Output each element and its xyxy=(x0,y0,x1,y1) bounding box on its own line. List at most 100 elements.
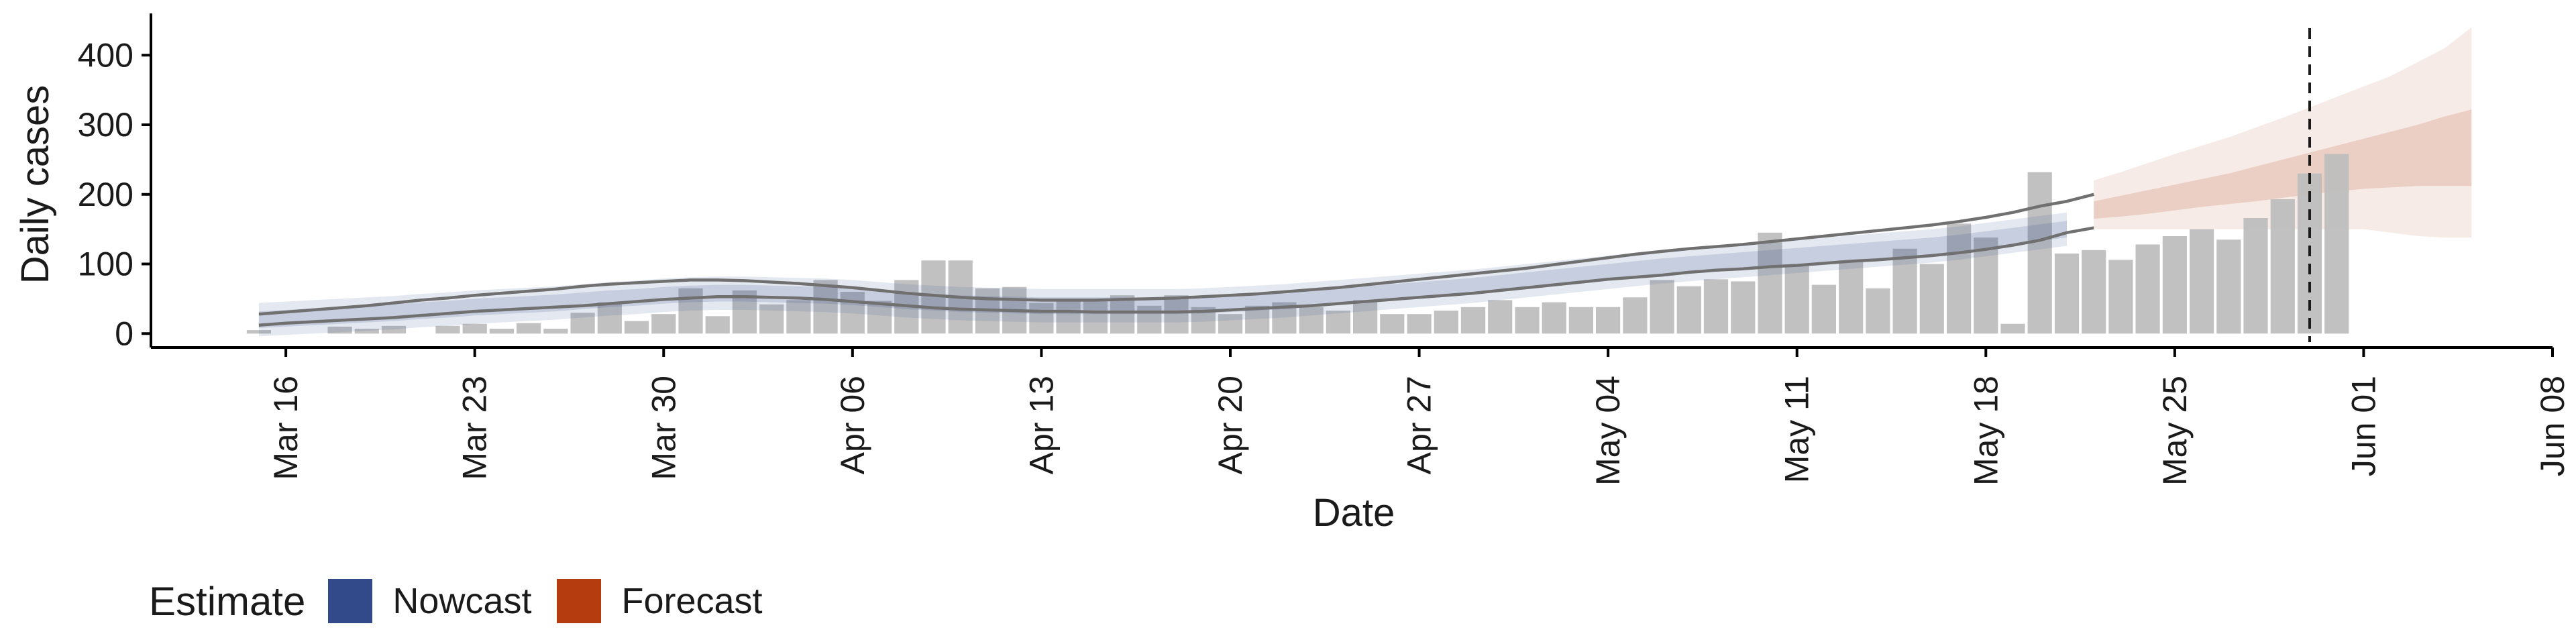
case-bar xyxy=(2243,218,2268,334)
y-tick-label: 300 xyxy=(78,106,133,144)
case-bar xyxy=(678,288,703,334)
case-bar xyxy=(1299,307,1324,334)
forecast-inner-band-group xyxy=(2094,109,2472,219)
case-bar xyxy=(705,316,730,334)
forecast-inner-band xyxy=(2094,109,2472,219)
case-bar xyxy=(651,314,676,334)
case-bar xyxy=(2270,199,2295,334)
x-tick-label: Apr 20 xyxy=(1212,376,1249,474)
case-bar xyxy=(1029,303,1054,334)
case-bar xyxy=(1407,314,1432,334)
forecast-outer-band xyxy=(2094,27,2472,238)
case-bar xyxy=(2000,323,2025,334)
case-bar xyxy=(246,330,271,334)
legend: Estimate Nowcast Forecast xyxy=(149,574,788,628)
case-bar xyxy=(1596,307,1621,334)
case-bar xyxy=(597,302,622,334)
case-bar xyxy=(381,325,407,334)
case-bar xyxy=(2324,154,2349,334)
case-bar xyxy=(1380,314,1405,334)
case-bar xyxy=(1434,311,1458,334)
case-bar xyxy=(2082,250,2106,334)
case-bar xyxy=(1811,284,1836,334)
case-bar xyxy=(1164,295,1189,334)
case-bar xyxy=(1892,248,1917,334)
case-bar xyxy=(1947,223,1972,334)
bound-lines-group xyxy=(258,193,2094,327)
y-tick-label: 0 xyxy=(115,315,133,352)
case-bar xyxy=(1353,300,1378,334)
legend-item-forecast: Forecast xyxy=(557,579,763,623)
case-bar xyxy=(867,301,892,334)
y-axis-title: Daily cases xyxy=(13,85,57,284)
legend-item-nowcast: Nowcast xyxy=(328,579,531,623)
case-bar xyxy=(1110,295,1135,334)
x-tick-label: May 04 xyxy=(1589,376,1627,486)
case-bar xyxy=(2135,244,2160,334)
case-bar xyxy=(1866,288,1890,334)
nowcast-bands-group xyxy=(258,212,2068,337)
case-bar xyxy=(1676,286,1701,334)
case-bar xyxy=(1488,300,1513,334)
case-bar xyxy=(624,321,649,334)
case-bar xyxy=(1731,281,1756,334)
case-bar xyxy=(2108,260,2133,334)
plot-area xyxy=(246,27,2472,342)
x-tick-label: Jun 08 xyxy=(2534,376,2571,476)
case-bar xyxy=(1056,300,1081,334)
case-bar xyxy=(1326,311,1350,334)
case-bar xyxy=(543,329,568,334)
case-bar xyxy=(1460,307,1486,334)
x-tick-label: Apr 13 xyxy=(1022,376,1060,474)
legend-label-nowcast: Nowcast xyxy=(392,581,532,621)
axes: 0 100 200 300 400 Mar 16 Mar 23 Mar 30 Apr 06 Apr… xyxy=(78,13,2571,486)
case-bar xyxy=(813,280,838,334)
x-tick-label: May 18 xyxy=(1967,376,2004,486)
x-tick-label: Apr 06 xyxy=(834,376,871,474)
y-tick-label: 400 xyxy=(78,36,133,74)
legend-label-forecast: Forecast xyxy=(621,581,763,621)
nowcast-outer-band xyxy=(258,212,2068,337)
case-bar xyxy=(435,325,460,334)
case-bar xyxy=(462,323,487,334)
case-bar xyxy=(1919,264,1944,334)
case-bar xyxy=(2054,253,2080,334)
case-bar xyxy=(354,329,379,334)
case-bar xyxy=(1137,305,1162,334)
legend-key-nowcast xyxy=(328,579,373,623)
case-bar xyxy=(759,304,784,334)
bound-line-lower xyxy=(258,226,2094,327)
case-bar xyxy=(327,326,352,334)
x-tick-label: May 25 xyxy=(2156,376,2194,486)
x-tick-label: Mar 16 xyxy=(267,376,305,480)
case-bar xyxy=(2216,239,2241,334)
case-bar xyxy=(1623,297,1648,334)
case-bar xyxy=(1839,260,1864,334)
nowcast-inner-band xyxy=(258,221,2068,328)
y-tick-label: 200 xyxy=(78,176,133,213)
case-bar xyxy=(1974,237,1998,334)
case-bar xyxy=(517,323,541,334)
legend-key-forecast xyxy=(557,579,602,623)
case-bar xyxy=(1218,314,1243,334)
x-tick-label: Apr 27 xyxy=(1401,376,1438,474)
y-tick-label: 100 xyxy=(78,246,133,283)
case-bar xyxy=(2162,236,2187,334)
case-bar xyxy=(1650,280,1674,334)
case-bar xyxy=(1542,302,1566,334)
case-bar xyxy=(1515,307,1540,334)
x-tick-label: May 11 xyxy=(1778,376,1816,483)
case-bar xyxy=(2190,229,2214,334)
case-bar xyxy=(489,329,514,334)
bound-line-upper xyxy=(258,193,2094,316)
case-bar xyxy=(1568,307,1593,334)
case-bar xyxy=(840,292,865,334)
case-bar xyxy=(570,313,595,334)
case-bar xyxy=(1784,266,1809,334)
x-axis-title: Date xyxy=(1313,491,1395,535)
case-bar xyxy=(786,300,811,334)
x-tick-label: Jun 01 xyxy=(2345,376,2382,476)
forecast-outer-band-group xyxy=(2094,27,2472,238)
x-tick-label: Mar 23 xyxy=(456,376,494,480)
